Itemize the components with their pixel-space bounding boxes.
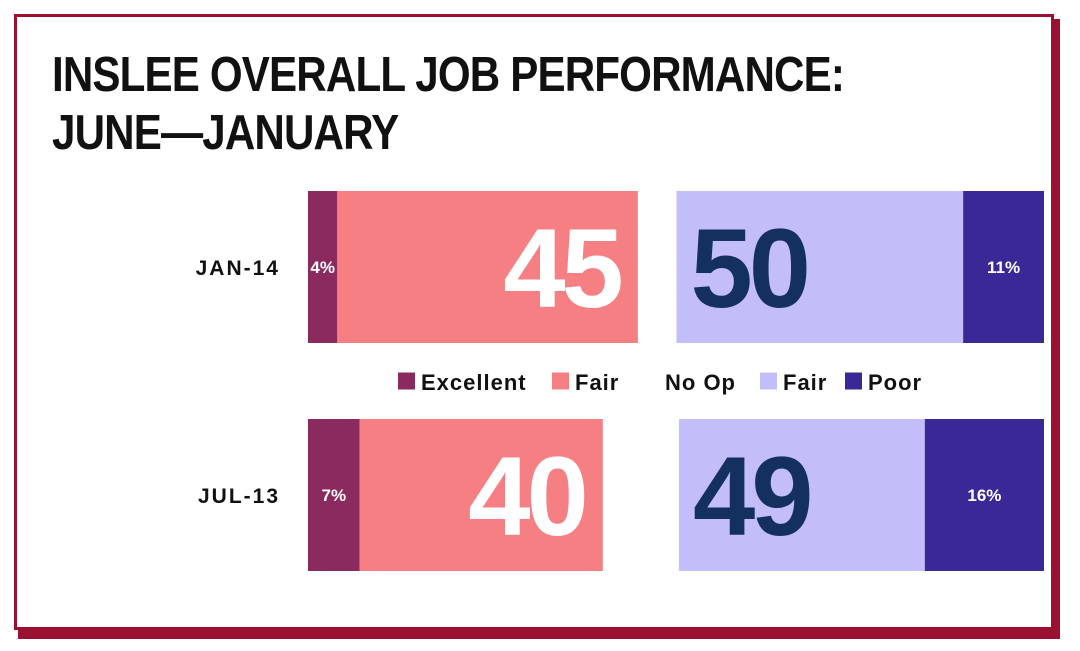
legend-item: No Op bbox=[665, 370, 736, 395]
legend-swatch bbox=[552, 372, 569, 390]
legend-item: Fair bbox=[552, 370, 619, 395]
legend-label: Fair bbox=[783, 370, 827, 395]
bar-rows: JAN-14 4% 45 50 11% JUL-13 7% 40 49 16% bbox=[196, 191, 1044, 571]
chart-title: INSLEE OVERALL JOB PERFORMANCE: JUNE—JAN… bbox=[52, 46, 845, 162]
bar-row: JUL-13 7% 40 49 16% bbox=[198, 419, 1044, 571]
bar-excellent bbox=[308, 191, 338, 343]
chart-title-line-1: INSLEE OVERALL JOB PERFORMANCE: bbox=[52, 48, 845, 102]
bar-poor bbox=[924, 419, 1044, 571]
legend-label: Fair bbox=[575, 370, 619, 395]
bar-fair-negative bbox=[678, 419, 925, 571]
legend-label: No Op bbox=[665, 370, 736, 395]
data-label-excellent: 4% bbox=[310, 258, 335, 277]
row-label: JAN-14 bbox=[196, 257, 280, 280]
legend-swatch bbox=[398, 372, 415, 390]
legend-swatch bbox=[760, 372, 777, 390]
bar-row: JAN-14 4% 45 50 11% bbox=[196, 191, 1044, 343]
chart-title-line-2: JUNE—JANUARY bbox=[52, 106, 399, 160]
legend-swatch bbox=[845, 372, 862, 390]
legend-item: Excellent bbox=[398, 370, 527, 395]
legend: Excellent Fair No Op Fair Poor bbox=[398, 370, 922, 395]
legend-item: Fair bbox=[760, 370, 827, 395]
legend-label: Excellent bbox=[421, 370, 527, 395]
bar-fair-positive bbox=[359, 419, 603, 571]
data-label-poor: 11% bbox=[987, 258, 1020, 277]
total-negative-label: 49 bbox=[693, 434, 810, 559]
total-positive-label: 40 bbox=[468, 434, 585, 559]
bar-fair-negative bbox=[676, 191, 964, 343]
total-negative-label: 50 bbox=[691, 206, 808, 331]
legend-label: Poor bbox=[868, 370, 922, 395]
row-label: JUL-13 bbox=[198, 485, 280, 508]
legend-item: Poor bbox=[845, 370, 922, 395]
total-positive-label: 45 bbox=[503, 206, 621, 331]
data-label-poor: 16% bbox=[967, 486, 1001, 505]
bar-poor bbox=[963, 191, 1044, 343]
bar-excellent bbox=[308, 419, 360, 571]
data-label-excellent: 7% bbox=[322, 486, 347, 505]
bar-fair-positive bbox=[337, 191, 638, 343]
